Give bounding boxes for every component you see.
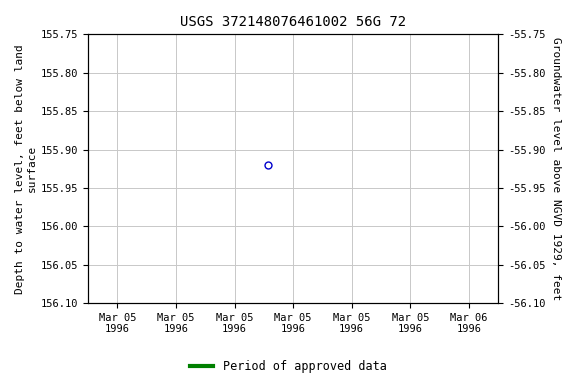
Y-axis label: Groundwater level above NGVD 1929, feet: Groundwater level above NGVD 1929, feet bbox=[551, 37, 561, 300]
Title: USGS 372148076461002 56G 72: USGS 372148076461002 56G 72 bbox=[180, 15, 406, 29]
Legend: Period of approved data: Period of approved data bbox=[185, 356, 391, 378]
Y-axis label: Depth to water level, feet below land
surface: Depth to water level, feet below land su… bbox=[15, 44, 37, 294]
